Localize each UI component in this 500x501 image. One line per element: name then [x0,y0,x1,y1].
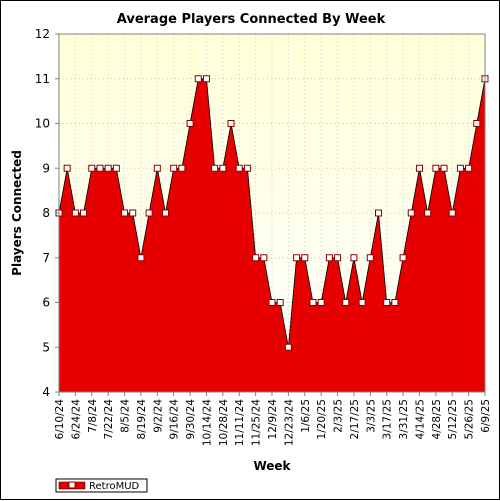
data-point [350,254,358,262]
data-point [391,299,399,306]
data-point [293,254,301,262]
data-point [63,164,71,172]
data-point [268,299,276,306]
x-tick-label: 2/17/25 [349,399,361,439]
y-tick-label: 10 [35,117,50,131]
data-point [424,209,432,217]
y-tick-label: 6 [42,296,50,310]
series-area [59,78,485,392]
data-point [219,164,227,172]
x-axis-label: Week [253,459,291,473]
data-point [252,254,260,262]
data-point [276,299,284,306]
y-tick-label: 4 [42,385,50,399]
x-tick-label: 2/3/25 [333,399,345,433]
y-tick-label: 9 [42,161,50,175]
data-point [186,120,194,127]
x-tick-label: 8/5/24 [120,399,132,433]
y-axis-ticks: 4 5 6 7 8 9 10 11 12 [35,27,59,399]
x-tick-label: 8/19/24 [136,399,148,440]
data-point [399,254,407,262]
data-point [121,209,129,217]
data-point [145,209,153,217]
x-tick-label: 9/30/24 [185,399,197,440]
x-tick-label: 5/26/25 [464,399,476,439]
data-point [194,75,202,83]
data-point [358,299,366,306]
data-point [383,299,391,306]
x-tick-label: 5/12/25 [447,399,459,439]
data-point [448,209,456,217]
legend: RetroMUD [55,478,148,493]
x-tick-label: 1/6/25 [300,399,312,433]
data-point [317,299,325,306]
legend-marker [68,481,76,489]
x-tick-label: 6/10/24 [54,399,66,440]
data-point [325,254,333,262]
data-point [153,164,161,172]
data-point [415,164,423,172]
y-tick-label: 12 [35,27,50,41]
y-tick-label: 11 [35,72,50,86]
chart-title: Average Players Connected By Week [117,12,386,27]
data-point [162,209,169,217]
data-point [432,164,440,172]
x-tick-label: 1/20/25 [316,399,328,439]
data-point [129,209,137,217]
x-tick-label: 12/23/24 [283,399,295,446]
data-point [473,120,481,127]
y-tick-label: 5 [42,340,50,354]
data-point [178,164,186,172]
data-point [137,254,145,262]
x-tick-label: 9/2/24 [152,399,164,433]
data-point [342,299,350,306]
data-point [235,164,243,172]
x-tick-label: 7/22/24 [103,399,115,440]
data-point [243,164,251,172]
x-tick-label: 3/17/25 [382,399,394,439]
x-tick-label: 9/16/24 [169,399,181,440]
data-point [88,164,96,172]
data-point [366,254,374,262]
data-point [211,164,219,172]
x-tick-label: 10/14/24 [201,399,213,446]
x-tick-label: 4/14/25 [414,399,426,439]
x-tick-label: 7/8/24 [87,399,99,433]
x-tick-label: 4/28/25 [431,399,443,439]
data-point [80,209,88,217]
x-tick-label: 3/3/25 [365,399,377,433]
data-point [456,164,464,172]
data-point [309,299,317,306]
x-tick-label: 11/11/24 [234,399,246,446]
x-axis-ticks: 6/10/24 6/24/24 7/8/24 7/22/24 8/5/24 8/19/24… [54,392,492,446]
data-point [407,209,415,217]
data-point [260,254,268,262]
x-tick-label: 10/28/24 [218,399,230,446]
data-point [104,164,112,172]
marker-layer [55,75,489,351]
x-tick-label: 6/9/25 [480,399,492,433]
legend-label: RetroMUD [89,481,140,492]
x-tick-label: 3/31/25 [398,399,410,439]
x-tick-label: 12/9/24 [267,399,279,440]
y-tick-label: 8 [42,206,50,220]
data-point [96,164,104,172]
data-point [334,254,342,262]
data-point [465,164,473,172]
y-axis-label: Players Connected [10,150,24,276]
data-point [112,164,120,172]
data-point [284,343,292,351]
data-point [170,164,178,172]
x-tick-label: 6/24/24 [70,399,82,440]
data-point [301,254,309,262]
data-point [375,209,382,217]
data-point [227,120,235,127]
x-tick-label: 11/25/24 [251,399,263,446]
data-point [71,209,79,217]
data-point [440,164,448,172]
y-tick-label: 7 [42,251,50,265]
data-point [202,75,210,83]
